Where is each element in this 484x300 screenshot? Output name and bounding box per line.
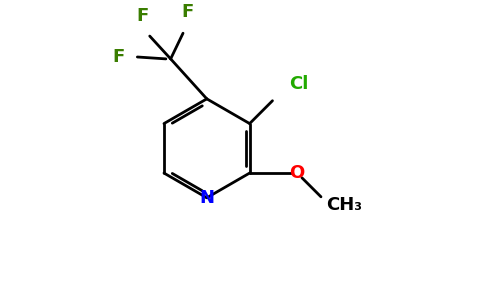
Text: CH₃: CH₃ bbox=[326, 196, 362, 214]
Text: N: N bbox=[199, 189, 214, 207]
Text: F: F bbox=[182, 3, 194, 21]
Text: O: O bbox=[289, 164, 305, 182]
Text: Cl: Cl bbox=[289, 75, 309, 93]
Text: F: F bbox=[113, 48, 125, 66]
Text: F: F bbox=[136, 7, 148, 25]
